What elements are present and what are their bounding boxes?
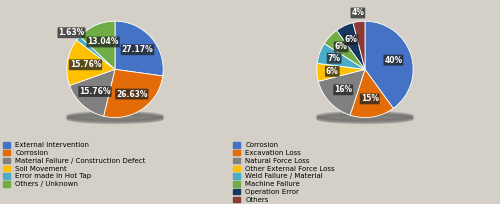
Wedge shape: [115, 21, 163, 76]
Text: 7%: 7%: [328, 54, 340, 63]
Text: 13.04%: 13.04%: [88, 38, 119, 47]
Wedge shape: [317, 43, 365, 69]
Wedge shape: [324, 30, 365, 69]
Text: 6%: 6%: [326, 67, 338, 76]
Text: 4%: 4%: [352, 8, 364, 18]
Text: 40%: 40%: [384, 56, 402, 65]
Wedge shape: [353, 21, 365, 69]
Ellipse shape: [317, 112, 413, 121]
Ellipse shape: [317, 113, 413, 122]
Ellipse shape: [67, 115, 163, 124]
Text: 27.17%: 27.17%: [122, 45, 154, 54]
Text: 15.76%: 15.76%: [79, 87, 110, 96]
Wedge shape: [70, 69, 115, 116]
Ellipse shape: [67, 114, 163, 123]
Wedge shape: [317, 63, 365, 81]
Ellipse shape: [317, 115, 413, 124]
Ellipse shape: [67, 112, 163, 121]
Ellipse shape: [317, 111, 413, 120]
Ellipse shape: [67, 112, 163, 121]
Wedge shape: [76, 37, 115, 69]
Ellipse shape: [317, 113, 413, 122]
Ellipse shape: [67, 113, 163, 122]
Text: 16%: 16%: [334, 85, 352, 94]
Legend: Corrosion, Excavation Loss, Natural Force Loss, Other External Force Loss, Weld : Corrosion, Excavation Loss, Natural Forc…: [234, 142, 335, 203]
Text: 6%: 6%: [344, 35, 358, 44]
Wedge shape: [350, 69, 394, 118]
Text: 15%: 15%: [360, 94, 378, 103]
Wedge shape: [104, 69, 162, 118]
Wedge shape: [336, 23, 365, 69]
Wedge shape: [318, 69, 365, 115]
Ellipse shape: [67, 114, 163, 123]
Text: 26.63%: 26.63%: [116, 90, 148, 99]
Text: 15.76%: 15.76%: [70, 60, 101, 69]
Ellipse shape: [317, 114, 413, 123]
Wedge shape: [365, 21, 413, 108]
Text: 6%: 6%: [334, 42, 347, 51]
Wedge shape: [80, 21, 115, 69]
Wedge shape: [67, 40, 115, 85]
Legend: External Intervention, Corrosion, Material Failure / Construction Defect, Soil M: External Intervention, Corrosion, Materi…: [4, 142, 146, 187]
Ellipse shape: [67, 113, 163, 122]
Ellipse shape: [317, 114, 413, 123]
Ellipse shape: [317, 112, 413, 121]
Text: 1.63%: 1.63%: [58, 28, 84, 37]
Ellipse shape: [67, 111, 163, 120]
